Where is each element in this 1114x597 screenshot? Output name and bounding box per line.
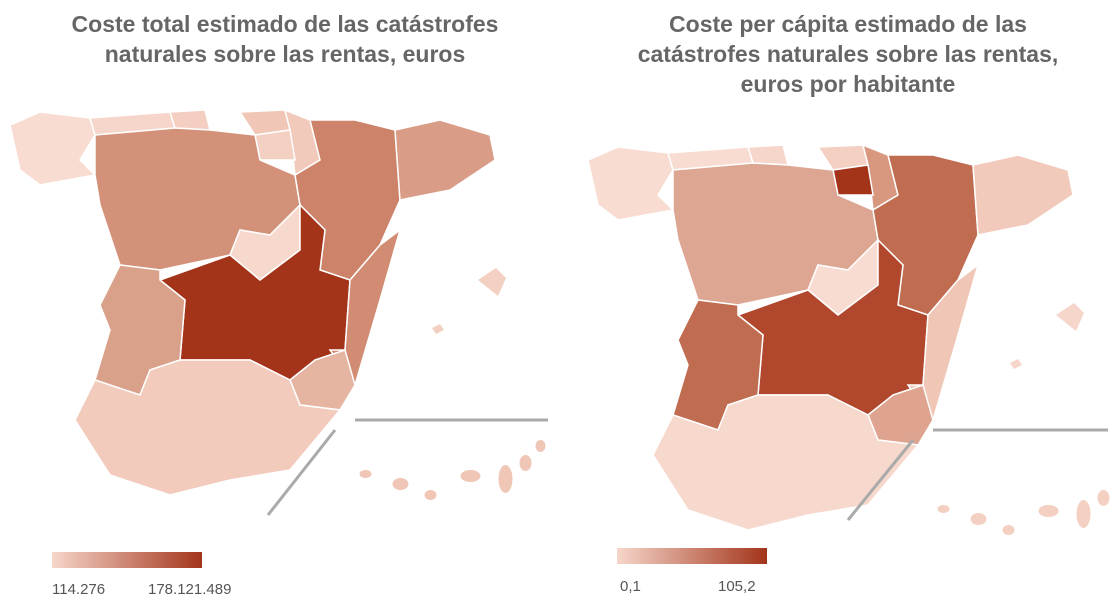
region	[746, 144, 789, 166]
legend-min: 0,1	[620, 578, 641, 595]
islands	[359, 440, 546, 500]
legend-max: 178.121.489	[148, 581, 231, 597]
map	[587, 143, 1110, 535]
region	[652, 394, 920, 531]
legend-gradient	[617, 548, 767, 564]
title-line: naturales sobre las rentas, euros	[105, 41, 466, 67]
islands	[1010, 303, 1084, 369]
region	[9, 111, 97, 186]
title-line: catástrofes naturales sobre las rentas,	[638, 41, 1059, 67]
title-line: Coste total estimado de las catástrofes	[72, 11, 499, 37]
legend-gradient	[52, 552, 202, 568]
region	[254, 129, 296, 161]
region	[972, 154, 1074, 236]
region	[168, 109, 211, 131]
islands	[432, 268, 506, 334]
title-line: Coste per cápita estimado de las	[669, 11, 1027, 37]
islands	[937, 490, 1110, 535]
map	[9, 108, 548, 516]
title-line: euros por habitante	[741, 71, 956, 97]
legend-min: 114.276	[52, 581, 105, 597]
region	[832, 164, 874, 196]
region	[328, 228, 402, 387]
region	[394, 119, 496, 201]
region	[906, 263, 980, 422]
inset-line	[846, 439, 915, 521]
legend-max: 105,2	[718, 578, 756, 595]
inset-line	[266, 429, 337, 516]
region	[587, 146, 675, 221]
region	[74, 359, 342, 496]
